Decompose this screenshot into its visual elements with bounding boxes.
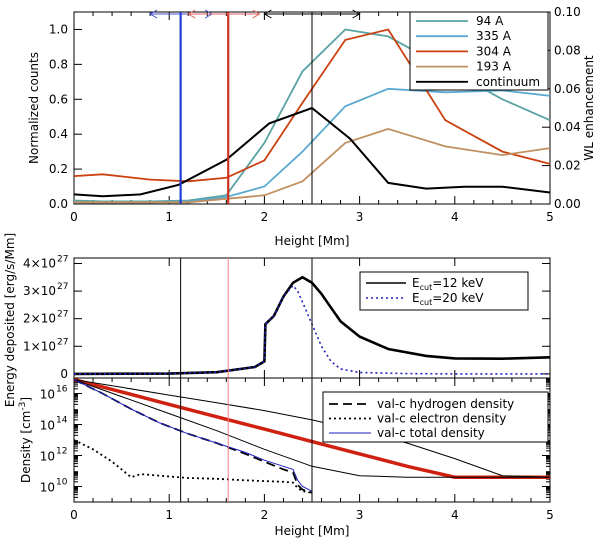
density-series-1 [73, 439, 313, 494]
y-tick-label: 0 [60, 367, 68, 381]
y-tick-base: 10 [40, 388, 55, 402]
legend-label: val-c electron density [377, 412, 506, 426]
y-tick-label: 4×10 [23, 257, 56, 271]
y2-tick-label: 0.08 [554, 43, 581, 57]
y-tick-label: 0.8 [49, 57, 68, 71]
y2-tick-label: 0.00 [554, 197, 581, 211]
series-line-3 [74, 127, 551, 204]
y2-tick-label: 0.04 [554, 120, 581, 134]
y-tick-label: 1.0 [49, 22, 68, 36]
x-tick-label: 4 [451, 210, 459, 224]
y-tick-exponent: 14 [56, 416, 68, 426]
x-tick-label: 0 [70, 210, 78, 224]
y-axis-title: Normalized counts [27, 52, 41, 164]
legend-label: Ecut=20 keV [412, 291, 484, 307]
x-tick-label: 3 [356, 508, 364, 522]
energy-y-axis-title: Energy deposited [erg/s/Mm] [3, 233, 17, 407]
y-tick-label: 0.4 [49, 127, 68, 141]
y-tick-exponent: 27 [57, 337, 68, 347]
density-y-axis-title: Density [cm-3] [18, 397, 33, 483]
x-axis-title: Height [Mm] [275, 524, 350, 538]
range-arrow [187, 9, 261, 19]
legend-label: 94 A [476, 14, 504, 28]
energy-series-1 [73, 284, 550, 375]
x-tick-label: 4 [451, 508, 459, 522]
legend-label: 335 A [476, 29, 512, 43]
legend-label: 304 A [476, 44, 512, 58]
y-tick-exponent: 10 [56, 478, 68, 488]
x-tick-label: 2 [261, 508, 269, 522]
series-line-2 [73, 28, 551, 183]
legend-label: val-c hydrogen density [377, 397, 514, 411]
y2-tick-label: 0.02 [554, 159, 581, 173]
y-tick-base: 10 [40, 419, 55, 433]
x-tick-label: 3 [356, 210, 364, 224]
y-tick-label: 2×10 [23, 312, 56, 326]
y-tick-label: 0.6 [49, 92, 68, 106]
x-tick-label: 5 [546, 210, 554, 224]
y-tick-exponent: 27 [57, 255, 68, 265]
density-series-2 [73, 379, 313, 492]
y-tick-exponent: 27 [57, 282, 68, 292]
x-tick-label: 2 [261, 210, 269, 224]
y-tick-base: 10 [40, 450, 55, 464]
y-tick-exponent: 27 [57, 310, 68, 320]
range-arrow [263, 9, 361, 19]
y2-axis-title: WL enhancement [582, 55, 596, 161]
y-tick-label: 0.2 [49, 162, 68, 176]
y-tick-base: 10 [40, 481, 55, 495]
y-tick-exponent: 16 [56, 385, 68, 395]
x-axis-title: Height [Mm] [275, 234, 350, 248]
y-tick-label: 0.0 [49, 197, 68, 211]
legend-label: 193 A [476, 60, 512, 74]
legend-label: val-c total density [377, 426, 485, 440]
y-tick-label: 1×10 [23, 339, 56, 353]
x-tick-label: 1 [165, 508, 173, 522]
legend-label: Ecut=12 keV [412, 276, 484, 292]
y-tick-exponent: 12 [56, 447, 67, 457]
legend-label: continuum [476, 75, 540, 89]
x-tick-label: 5 [546, 508, 554, 522]
energy-series-0 [73, 275, 551, 376]
y2-tick-label: 0.06 [554, 82, 581, 96]
density-series-0 [73, 378, 313, 494]
x-tick-label: 0 [70, 508, 78, 522]
y-tick-label: 3×10 [23, 284, 56, 298]
y2-tick-label: 0.10 [554, 5, 581, 19]
x-tick-label: 1 [165, 210, 173, 224]
